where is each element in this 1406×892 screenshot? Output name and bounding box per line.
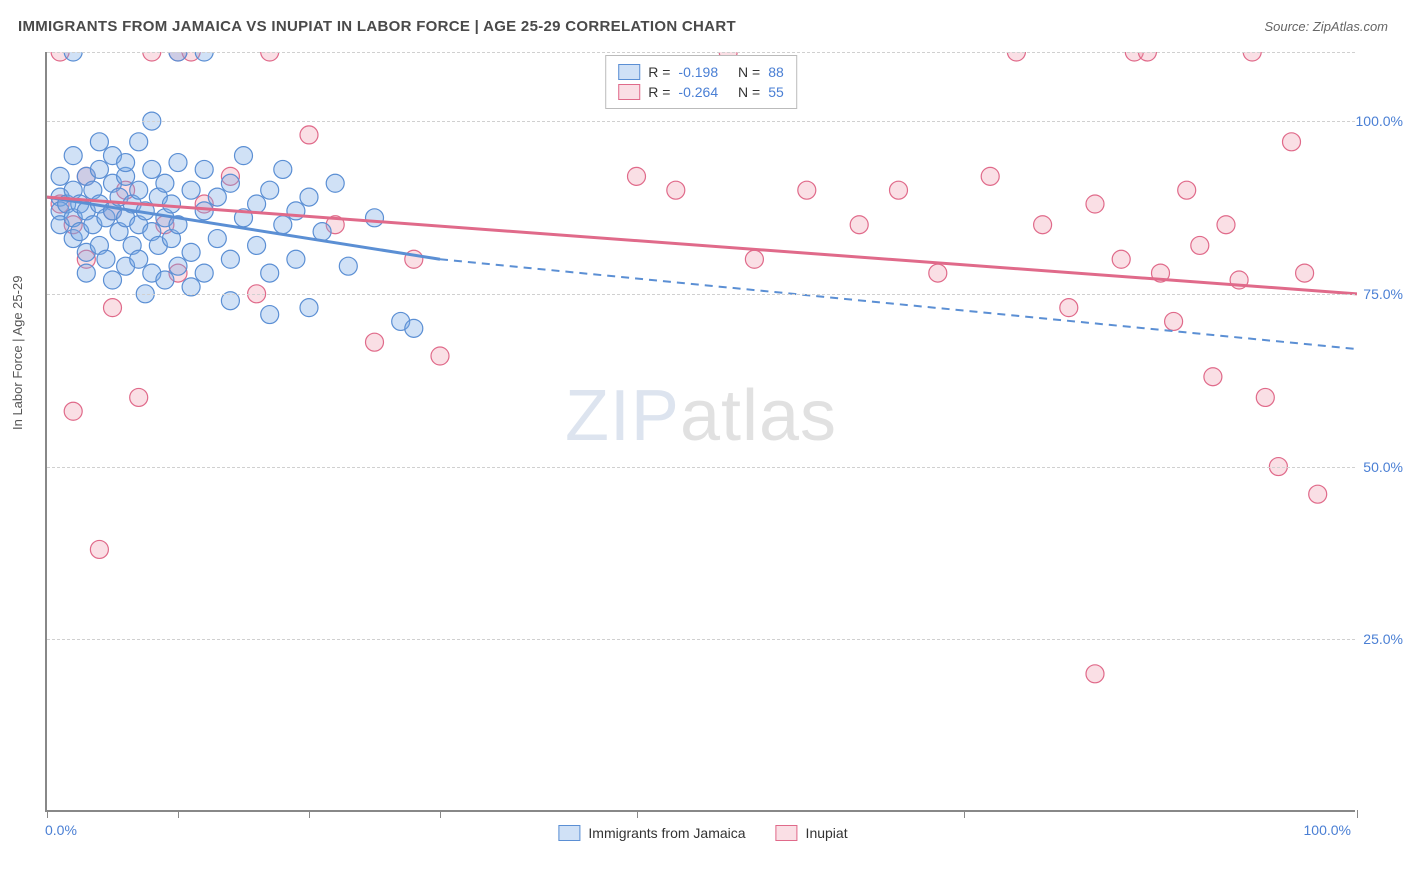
legend-swatch-icon (558, 825, 580, 841)
y-tick-label: 50.0% (1363, 459, 1403, 475)
y-tick-label: 25.0% (1363, 631, 1403, 647)
x-axis-max-label: 100.0% (1304, 822, 1351, 838)
legend-item-b: Inupiat (776, 825, 848, 841)
legend-row-b: R = -0.264 N = 55 (618, 82, 784, 102)
y-tick-label: 75.0% (1363, 286, 1403, 302)
legend-swatch-icon (776, 825, 798, 841)
series-legend: Immigrants from Jamaica Inupiat (558, 825, 847, 841)
plot-area: ZIPatlas R = -0.198 N = 88 R = -0.264 N … (45, 52, 1355, 812)
watermark: ZIPatlas (565, 375, 837, 457)
correlation-legend: R = -0.198 N = 88 R = -0.264 N = 55 (605, 55, 797, 109)
legend-row-a: R = -0.198 N = 88 (618, 62, 784, 82)
y-tick-label: 100.0% (1356, 113, 1403, 129)
chart-title: IMMIGRANTS FROM JAMAICA VS INUPIAT IN LA… (18, 18, 736, 35)
legend-swatch-b (618, 84, 640, 100)
y-axis-label: In Labor Force | Age 25-29 (10, 276, 25, 430)
x-axis-min-label: 0.0% (45, 822, 77, 838)
legend-swatch-a (618, 64, 640, 80)
source-label: Source: ZipAtlas.com (1264, 19, 1388, 34)
chart-svg (47, 52, 1357, 812)
legend-item-a: Immigrants from Jamaica (558, 825, 745, 841)
